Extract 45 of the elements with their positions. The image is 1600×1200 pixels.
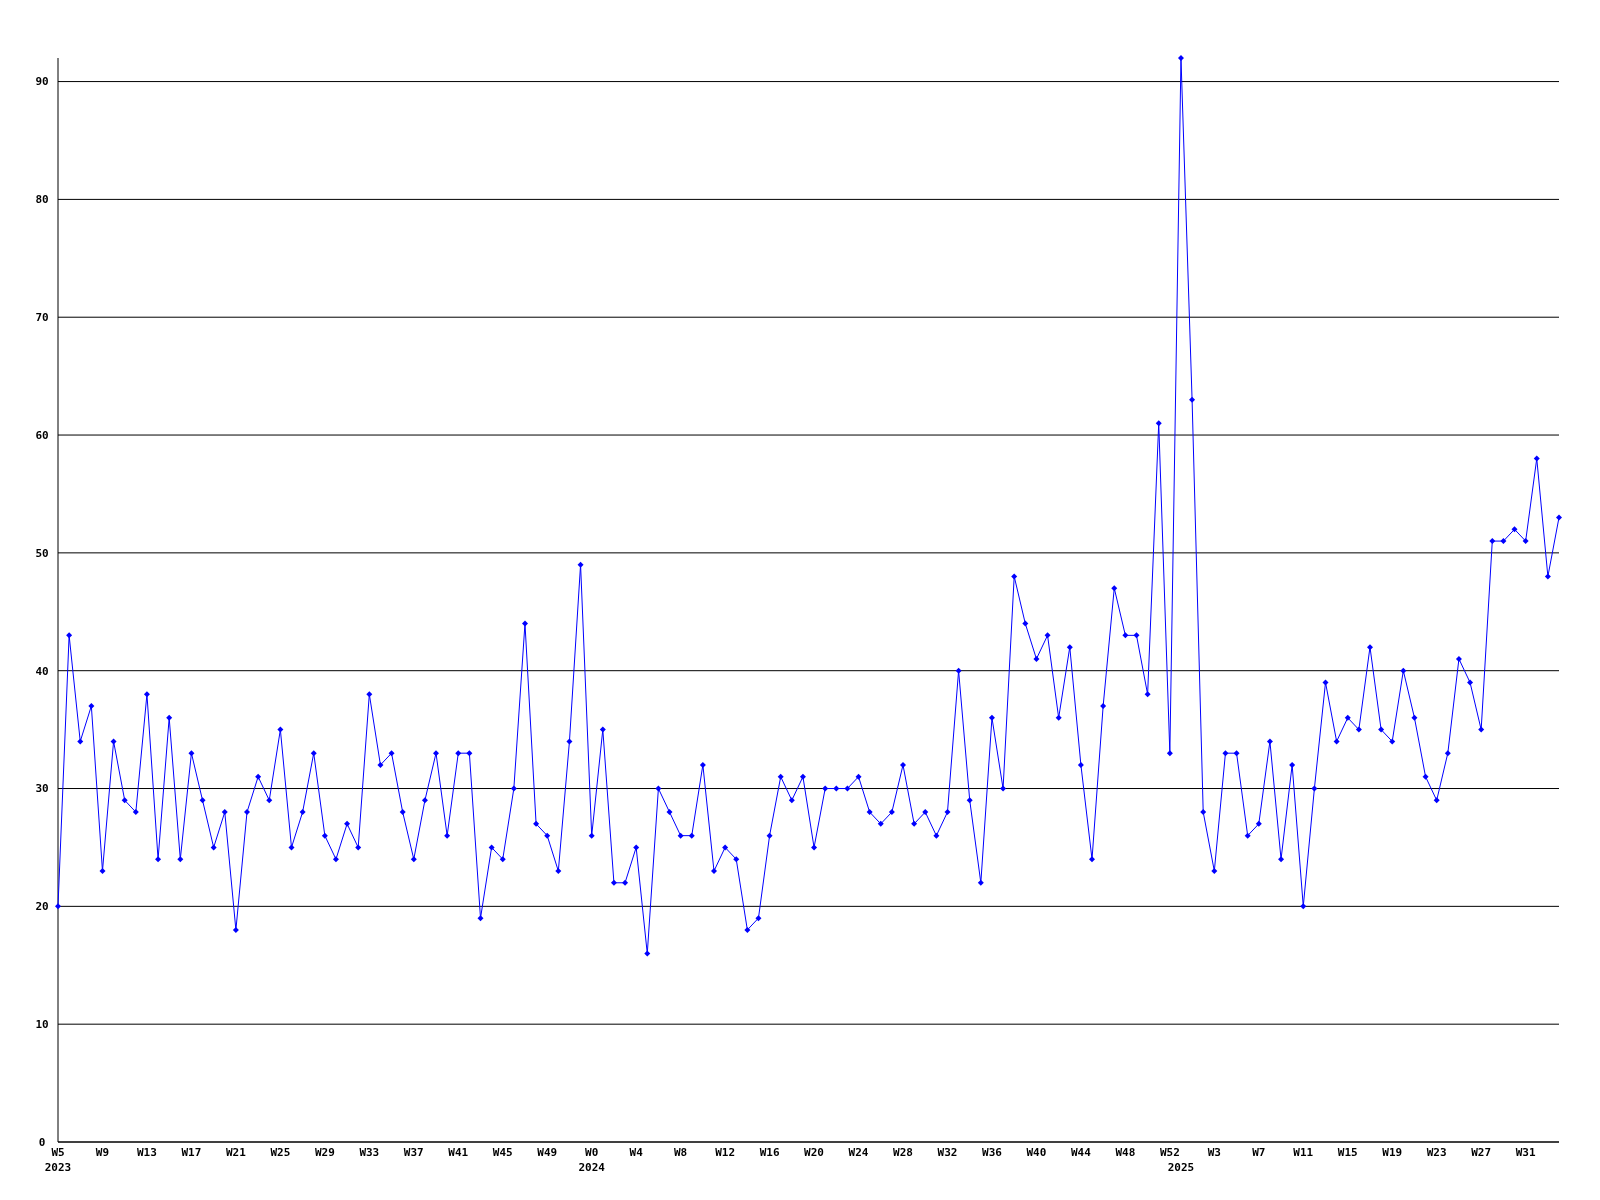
x-tick-label: W28 bbox=[893, 1146, 913, 1159]
x-tick-label: W40 bbox=[1026, 1146, 1047, 1159]
y-tick-label: 30 bbox=[35, 782, 49, 796]
x-tick-label: 2025 bbox=[1167, 1161, 1195, 1174]
x-tick-label: W48 bbox=[1115, 1146, 1136, 1159]
x-tick-label: W21 bbox=[225, 1146, 247, 1159]
x-tick-label: W7 bbox=[1252, 1146, 1266, 1159]
x-tick-label: W29 bbox=[314, 1146, 335, 1159]
x-tick-label: W13 bbox=[137, 1146, 157, 1159]
x-tick-label: W11 bbox=[1293, 1146, 1314, 1159]
x-tick-label: W31 bbox=[1515, 1146, 1536, 1159]
y-tick-label: 60 bbox=[35, 428, 49, 442]
x-tick-label: W41 bbox=[448, 1146, 469, 1159]
x-tick-label: W5 2023 bbox=[44, 1146, 72, 1174]
y-tick-label: 40 bbox=[35, 664, 49, 678]
y-tick-label: 50 bbox=[35, 546, 49, 560]
x-tick-label: W17 bbox=[181, 1146, 202, 1159]
y-tick-label: 10 bbox=[35, 1018, 49, 1032]
x-tick-label: W12 bbox=[715, 1146, 736, 1159]
x-tick-label: W16 bbox=[759, 1146, 780, 1159]
x-tick-label: W36 bbox=[982, 1146, 1003, 1159]
y-tick-label: 80 bbox=[35, 193, 49, 207]
x-tick-label: W32 bbox=[937, 1146, 958, 1159]
x-tick-label: W49 bbox=[537, 1146, 558, 1159]
x-tick-label: W19 bbox=[1382, 1146, 1403, 1159]
x-tick-label: W9 bbox=[95, 1146, 110, 1159]
x-tick-label: W52 bbox=[1159, 1146, 1180, 1159]
x-tick-label: W20 bbox=[804, 1146, 824, 1159]
x-tick-label: W24 bbox=[848, 1146, 869, 1159]
x-tick-label: W37 bbox=[403, 1146, 424, 1159]
x-tick-label: W44 bbox=[1070, 1146, 1092, 1159]
x-tick-label: W4 bbox=[629, 1146, 644, 1159]
x-tick-label: W3 bbox=[1207, 1146, 1221, 1159]
x-tick-label: W23 bbox=[1426, 1146, 1447, 1159]
y-tick-label: 0 bbox=[38, 1135, 46, 1149]
y-tick-label: 70 bbox=[35, 311, 49, 325]
x-tick-label: W8 bbox=[674, 1146, 688, 1159]
x-tick-label: W15 bbox=[1337, 1146, 1358, 1159]
x-tick-label: W25 bbox=[270, 1146, 291, 1159]
x-tick-label: W33 bbox=[359, 1146, 380, 1159]
x-tick-label: W0 2024 bbox=[578, 1146, 606, 1174]
y-tick-label: 20 bbox=[35, 900, 49, 914]
x-tick-label: W27 bbox=[1471, 1146, 1492, 1159]
x-tick-label: W45 bbox=[492, 1146, 513, 1159]
y-tick-label: 90 bbox=[35, 75, 49, 89]
